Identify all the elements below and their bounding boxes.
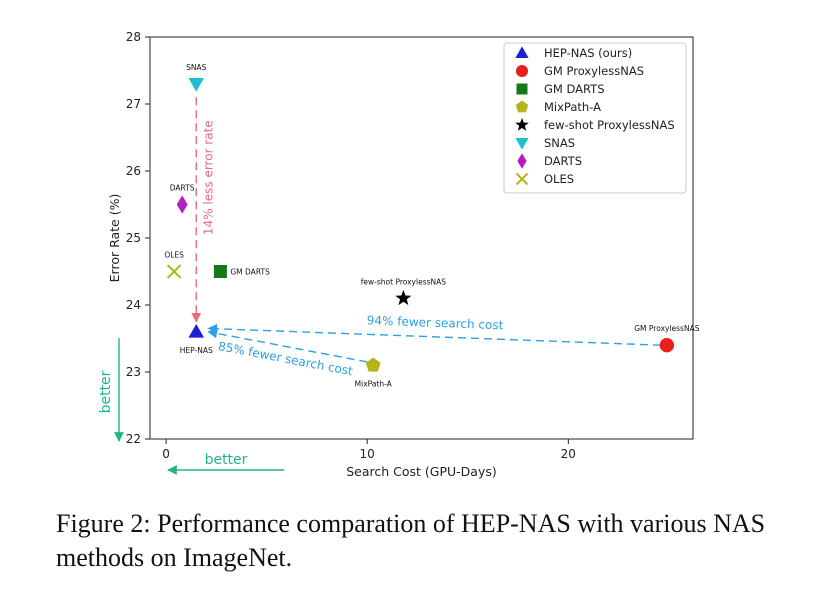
- y-tick-label: 26: [126, 164, 141, 178]
- point-label-hep-nas-ours: HEP-NAS: [180, 346, 213, 355]
- legend-item: GM DARTS: [516, 82, 605, 96]
- legend-label-snas: SNAS: [544, 136, 575, 150]
- y-axis-label: Error Rate (%): [107, 194, 122, 283]
- y-tick-label: 28: [126, 30, 141, 44]
- y-tick-label: 22: [126, 432, 141, 446]
- point-oles-stroke-b: [166, 264, 182, 279]
- legend-item: few-shot ProxylessNAS: [515, 117, 675, 132]
- annotation-text-2: 94% fewer search cost: [367, 313, 504, 332]
- point-darts: [176, 195, 188, 214]
- y-tick-label: 25: [126, 231, 141, 245]
- point-hep-nas-ours: [188, 324, 205, 338]
- legend: HEP-NAS (ours) GM ProxylessNAS GM DARTS Mix…: [503, 42, 687, 194]
- scatter-chart: 22 23 24 25 26 27 28 0 10 20 Search Cost (GPU-Days…: [98, 30, 700, 479]
- annotation-arrow-3: [207, 328, 368, 363]
- point-label-snas: SNAS: [186, 63, 207, 72]
- better-label-horizontal: better: [205, 452, 248, 468]
- legend-label-mixpath-a: MixPath-A: [544, 100, 601, 114]
- figure-caption: Figure 2: Performance comparation of HEP…: [56, 509, 766, 572]
- legend-marker-few-shot-proxylessnas: [515, 117, 529, 131]
- legend-label-gm-darts: GM DARTS: [544, 82, 605, 96]
- legend-label-hep-nas-ours: HEP-NAS (ours): [544, 46, 632, 60]
- x-tick-label: 10: [360, 447, 375, 461]
- annotation-arrow-2: [207, 323, 661, 346]
- annotation-text-1: 14% less error rate: [201, 120, 215, 235]
- better-label-vertical: better: [98, 370, 114, 413]
- point-gm-proxylessnas: [659, 338, 675, 353]
- legend-label-gm-proxylessnas: GM ProxylessNAS: [544, 64, 644, 78]
- y-tick-label: 24: [126, 298, 141, 312]
- legend-label-darts: DARTS: [544, 154, 582, 168]
- y-tick-label: 23: [126, 365, 141, 379]
- x-tick-label: 0: [162, 447, 170, 461]
- legend-item: MixPath-A: [515, 100, 601, 114]
- legend-marker-gm-darts: [516, 83, 528, 95]
- point-label-oles: OLES: [164, 251, 184, 260]
- point-mixpath-a: [365, 357, 381, 372]
- legend-item: OLES: [515, 172, 574, 186]
- point-gm-darts: [213, 265, 227, 278]
- legend-item: GM ProxylessNAS: [515, 64, 644, 78]
- legend-item: SNAS: [515, 136, 575, 150]
- legend-marker-oles-stroke-b: [515, 172, 529, 186]
- annotation-text-3: 85% fewer search cost: [217, 339, 354, 378]
- point-oles: [166, 264, 182, 279]
- point-snas: [188, 78, 205, 92]
- legend-marker-oles: [515, 172, 529, 186]
- point-few-shot-proxylessnas: [395, 289, 412, 306]
- point-label-few-shot-proxylessnas: few-shot ProxylessNAS: [361, 277, 446, 286]
- point-label-gm-proxylessnas: GM ProxylessNAS: [634, 324, 699, 333]
- point-label-darts: DARTS: [170, 184, 195, 193]
- legend-frame: [503, 42, 687, 194]
- legend-marker-hep-nas-ours: [515, 46, 529, 58]
- legend-item: HEP-NAS (ours): [515, 46, 632, 60]
- x-tick-label: 20: [561, 447, 576, 461]
- legend-marker-darts: [517, 153, 527, 169]
- point-label-mixpath-a: MixPath-A: [355, 379, 393, 388]
- legend-label-oles: OLES: [544, 172, 574, 186]
- legend-item: DARTS: [517, 153, 582, 169]
- point-label-gm-darts: GM DARTS: [230, 268, 270, 277]
- legend-marker-snas: [515, 138, 529, 150]
- legend-label-few-shot-proxylessnas: few-shot ProxylessNAS: [544, 118, 675, 132]
- y-tick-label: 27: [126, 97, 141, 111]
- legend-marker-gm-proxylessnas: [515, 64, 529, 78]
- legend-marker-mixpath-a: [515, 100, 529, 113]
- x-axis-label: Search Cost (GPU-Days): [346, 464, 497, 479]
